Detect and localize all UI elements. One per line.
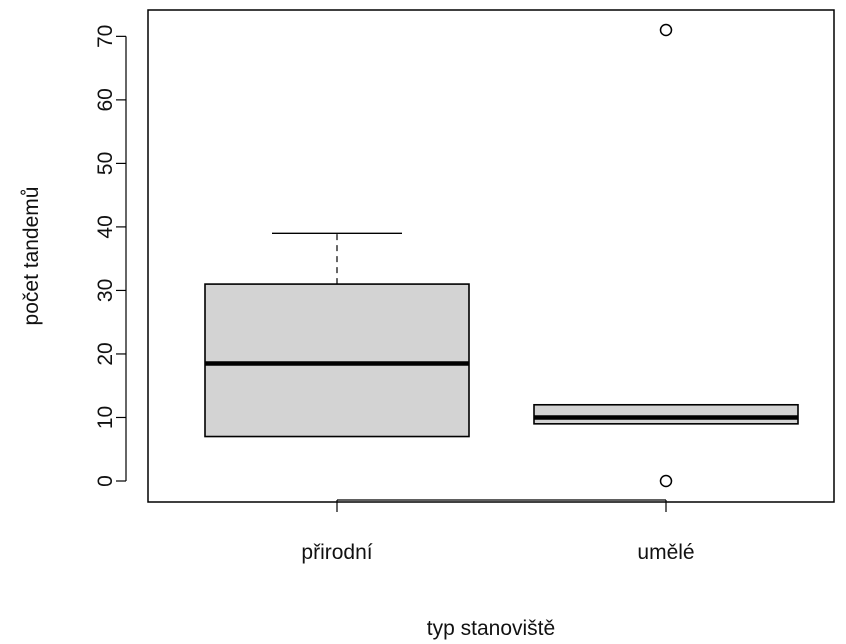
plot-frame bbox=[147, 9, 835, 503]
y-tick-label: 20 bbox=[94, 342, 117, 365]
outlier-point bbox=[659, 474, 673, 488]
y-tick-label: 40 bbox=[94, 215, 117, 238]
iqr-box bbox=[533, 403, 799, 425]
outlier-point bbox=[659, 23, 673, 37]
y-tick-label: 10 bbox=[94, 406, 117, 429]
y-axis-title: počet tandemů bbox=[20, 187, 43, 326]
y-tick-label: 70 bbox=[94, 25, 117, 48]
y-tick-label: 30 bbox=[94, 279, 117, 302]
y-tick-label: 50 bbox=[94, 152, 117, 175]
y-tick-label: 0 bbox=[94, 475, 117, 487]
x-axis: přirodní umělé bbox=[301, 499, 695, 564]
box-group bbox=[204, 232, 470, 438]
y-tick-label: 60 bbox=[94, 88, 117, 111]
x-tick-label: přirodní bbox=[301, 541, 372, 564]
box-group bbox=[533, 23, 799, 488]
y-axis: 0 10 20 30 40 50 60 70 bbox=[94, 25, 127, 487]
x-axis-title: typ stanoviště bbox=[427, 617, 555, 640]
x-tick-label: umělé bbox=[637, 541, 694, 564]
box-series bbox=[204, 23, 799, 488]
iqr-box bbox=[204, 283, 470, 438]
